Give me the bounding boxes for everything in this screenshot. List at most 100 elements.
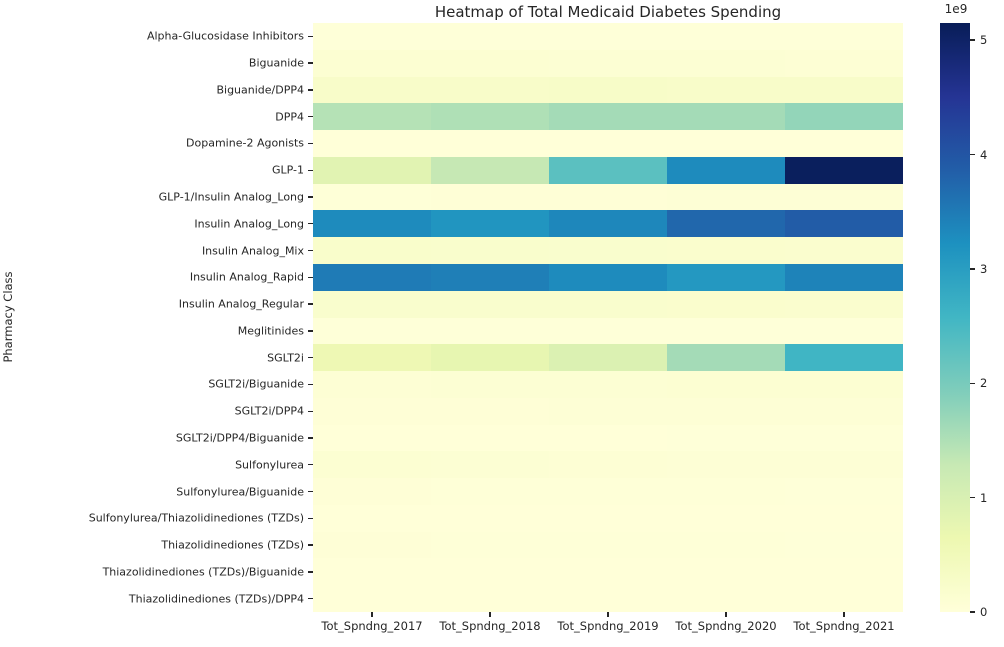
row-label: SGLT2i — [267, 351, 304, 365]
heatmap-cell — [667, 210, 785, 238]
heatmap-cell — [431, 558, 549, 586]
heatmap-cell — [313, 237, 431, 264]
y-tick-mark — [308, 597, 313, 600]
heatmap-cell — [313, 531, 431, 559]
heatmap-cell — [313, 23, 431, 50]
heatmap-cell — [549, 23, 667, 50]
heatmap-cell — [431, 344, 549, 372]
heatmap-cell — [785, 424, 903, 452]
heatmap-cell — [431, 478, 549, 505]
y-tick-mark — [308, 571, 313, 573]
heatmap-cell — [667, 344, 785, 372]
heatmap-cell — [431, 49, 549, 77]
colorbar-tick-mark — [970, 496, 975, 499]
row-label: Insulin Analog_Rapid — [189, 270, 304, 284]
colorbar-tick-mark — [970, 39, 975, 41]
heatmap-cell — [431, 237, 549, 264]
column-label: Tot_Spndng_2017 — [321, 619, 423, 633]
heatmap-cell — [313, 183, 431, 211]
heatmap-cell — [667, 531, 785, 559]
heatmap-cell — [549, 290, 667, 318]
heatmap-cell — [431, 210, 549, 238]
heatmap-cell — [431, 23, 549, 50]
y-tick-mark — [308, 303, 313, 305]
heatmap-cell — [667, 49, 785, 77]
heatmap-cell — [785, 49, 903, 77]
colorbar-tick-label: 2 — [980, 376, 988, 391]
heatmap-cell — [549, 103, 667, 131]
y-axis-label: Pharmacy Class — [1, 271, 15, 363]
heatmap-cell — [313, 558, 431, 586]
colorbar-exponent-label: 1e9 — [944, 2, 968, 16]
column-label: Tot_Spndng_2021 — [793, 619, 895, 633]
heatmap-cell — [313, 156, 431, 184]
row-label: Insulin Analog_Long — [194, 217, 304, 231]
heatmap-cell — [785, 451, 903, 479]
heatmap-cell — [549, 478, 667, 505]
heatmap-cell — [313, 263, 431, 291]
y-tick-mark — [308, 490, 313, 493]
heatmap-cell — [431, 290, 549, 318]
heatmap-cell — [549, 531, 667, 559]
colorbar — [940, 23, 970, 612]
heatmap-cell — [431, 263, 549, 291]
heatmap-cell — [313, 504, 431, 532]
y-tick-mark — [308, 464, 313, 466]
y-tick-mark — [308, 116, 313, 118]
heatmap-cell — [549, 210, 667, 238]
heatmap-cell — [667, 478, 785, 505]
colorbar-tick-mark — [970, 268, 975, 270]
y-tick-mark — [308, 249, 313, 252]
heatmap-cell — [667, 424, 785, 452]
y-tick-mark — [308, 196, 313, 198]
y-tick-mark — [308, 383, 313, 386]
x-tick-mark — [489, 612, 491, 617]
heatmap-cell — [431, 130, 549, 157]
heatmap-cell — [313, 585, 431, 612]
heatmap-cell — [667, 558, 785, 586]
colorbar-tick-label: 4 — [980, 147, 988, 162]
x-tick-mark — [607, 612, 609, 617]
row-label: Sulfonylurea/Thiazolidinediones (TZDs) — [88, 511, 304, 525]
heatmap-cell — [313, 290, 431, 318]
x-tick-mark — [371, 612, 373, 617]
row-label: Thiazolidinediones (TZDs)/DPP4 — [128, 592, 304, 606]
heatmap-cell — [549, 397, 667, 425]
y-tick-mark — [308, 437, 313, 439]
heatmap-cell — [667, 585, 785, 612]
heatmap-cell — [431, 103, 549, 131]
row-label: Insulin Analog_Regular — [178, 297, 304, 311]
heatmap-cell — [785, 558, 903, 586]
column-label: Tot_Spndng_2020 — [675, 619, 777, 633]
heatmap-cell — [431, 397, 549, 425]
heatmap-cell — [785, 237, 903, 264]
row-label: Thiazolidinediones (TZDs)/Biguanide — [102, 565, 304, 579]
heatmap-cell — [785, 23, 903, 50]
heatmap-cell — [549, 504, 667, 532]
heatmap-cell — [785, 156, 903, 184]
heatmap-cell — [667, 504, 785, 532]
heatmap-cell — [431, 183, 549, 211]
y-tick-mark — [308, 35, 313, 38]
heatmap-cell — [549, 183, 667, 211]
y-tick-mark — [308, 142, 313, 145]
heatmap-cell — [549, 344, 667, 372]
heatmap-cell — [313, 478, 431, 505]
heatmap-cell — [785, 76, 903, 104]
y-tick-mark — [308, 330, 313, 332]
heatmap-cell — [549, 371, 667, 398]
heatmap-cell — [549, 317, 667, 345]
row-label: Biguanide/DPP4 — [216, 83, 304, 97]
heatmap-cell — [313, 49, 431, 77]
colorbar-tick-mark — [970, 153, 975, 156]
column-label: Tot_Spndng_2019 — [557, 619, 659, 633]
heatmap-cell — [313, 76, 431, 104]
colorbar-tick-mark — [970, 382, 975, 384]
heatmap-cell — [549, 263, 667, 291]
heatmap-cell — [431, 531, 549, 559]
row-label: SGLT2i/DPP4/Biguanide — [175, 431, 304, 445]
heatmap-cell — [667, 290, 785, 318]
heatmap-cell — [667, 371, 785, 398]
row-label: Insulin Analog_Mix — [201, 244, 304, 258]
